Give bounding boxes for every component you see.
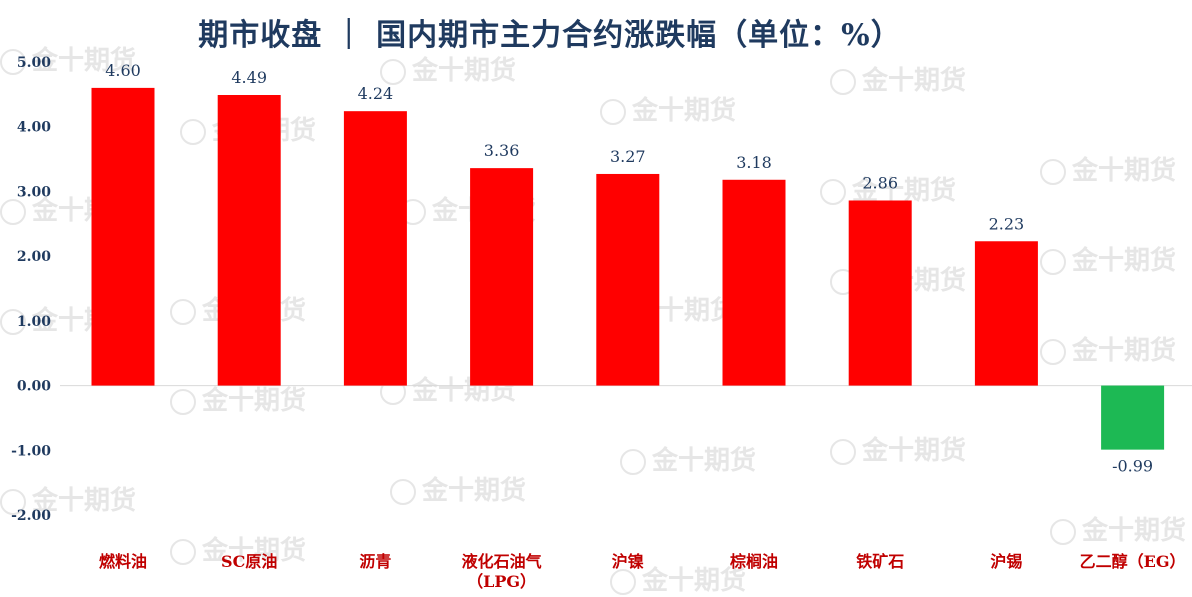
data-label: 2.86: [862, 173, 898, 192]
category-label: 棕榈油: [730, 552, 778, 571]
y-tick-label: -1.00: [11, 443, 51, 459]
category-label: 沥青: [359, 552, 391, 571]
data-label: 3.36: [484, 141, 520, 160]
data-label: 3.27: [610, 147, 646, 166]
data-label: -0.99: [1112, 457, 1153, 476]
y-tick-label: 4.00: [17, 120, 51, 136]
bar: [596, 173, 660, 386]
y-tick-label: -2.00: [11, 508, 51, 524]
category-label: 燃料油: [99, 552, 147, 571]
y-tick-label: 5.00: [17, 55, 51, 71]
bar: [722, 179, 786, 386]
bar: [217, 95, 281, 386]
y-tick-label: 0.00: [17, 379, 51, 395]
bar: [470, 168, 534, 386]
data-label: 4.24: [358, 84, 394, 103]
chart-title: 期市收盘 ｜ 国内期市主力合约涨跌幅（单位：%）: [198, 18, 902, 53]
category-label: 铁矿石: [856, 552, 904, 571]
data-label: 4.60: [105, 61, 141, 80]
data-label: 3.18: [736, 153, 772, 172]
bar: [1101, 385, 1165, 450]
y-tick-label: 3.00: [17, 184, 51, 200]
category-label: （LPG）: [467, 572, 536, 591]
category-label: 沪锡: [990, 552, 1022, 571]
category-label: SC原油: [221, 552, 277, 571]
bar: [848, 200, 912, 386]
bar: [91, 87, 155, 386]
y-tick-label: 2.00: [17, 249, 51, 265]
category-label: 液化石油气: [462, 552, 542, 571]
category-label: 沪镍: [612, 552, 644, 571]
data-label: 2.23: [989, 214, 1025, 233]
category-label: 乙二醇（EG）: [1080, 552, 1186, 571]
bar: [974, 241, 1038, 386]
bar: [343, 111, 407, 386]
y-tick-label: 1.00: [17, 314, 51, 330]
data-label: 4.49: [231, 68, 267, 87]
